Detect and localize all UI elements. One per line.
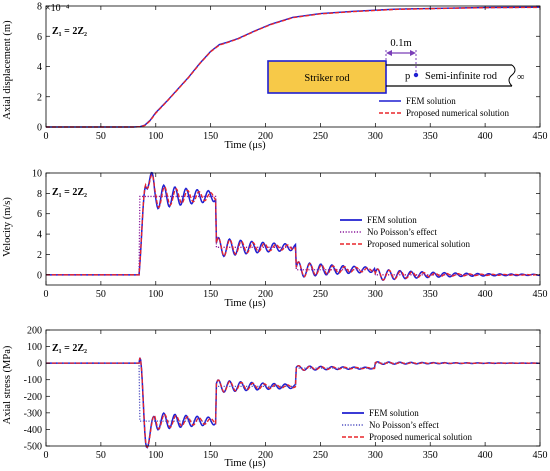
- y-tick-label: -100: [24, 375, 42, 386]
- legend-label-proposed: Proposed numerical solution: [406, 108, 509, 118]
- legend-label-proposed: Proposed numerical solution: [367, 239, 470, 249]
- distance-label: 0.1m: [390, 38, 411, 49]
- legend-label-fem: FEM solution: [367, 215, 417, 225]
- y-tick-label: 2: [37, 250, 42, 261]
- x-tick-label: 450: [533, 450, 548, 461]
- x-tick-label: 450: [533, 289, 548, 300]
- x-tick-label: 200: [258, 131, 273, 142]
- x-axis-title: Time (μs): [224, 298, 266, 309]
- plot-frame: [45, 172, 541, 286]
- x-tick-label: 250: [313, 289, 328, 300]
- legend-label-no-poisson: No Poisson’s effect: [369, 420, 439, 430]
- x-tick-label: 100: [148, 289, 163, 300]
- panel-label: Z₁ = 2Z₂: [52, 343, 87, 354]
- point-label: p: [405, 71, 410, 82]
- legend: FEM solution No Poisson’s effect Propose…: [342, 408, 472, 442]
- y-tick-label: 0: [37, 270, 42, 281]
- distance-arrowhead-left: [386, 50, 392, 56]
- y-tick-label: 4: [37, 62, 42, 73]
- x-tick-label: 200: [258, 450, 273, 461]
- x-tick-label: 50: [96, 131, 106, 142]
- x-tick-label: 150: [203, 131, 218, 142]
- legend: FEM solution Proposed numerical solution: [379, 96, 509, 118]
- y-tick-label: 8: [37, 2, 42, 13]
- y-axis-title: Axial stress (MPa): [2, 345, 13, 424]
- measurement-point: [413, 72, 419, 78]
- x-tick-label: 150: [203, 289, 218, 300]
- x-tick-label: 100: [148, 450, 163, 461]
- x-tick-label: 250: [313, 450, 328, 461]
- series-line-2: [46, 357, 541, 449]
- series-line-0: [46, 171, 541, 281]
- y-tick-label: 0: [37, 359, 42, 370]
- x-tick-label: 0: [44, 131, 49, 142]
- x-tick-label: 150: [203, 450, 218, 461]
- y-tick-label: 6: [37, 32, 42, 43]
- x-tick-label: 400: [478, 450, 493, 461]
- x-tick-label: 100: [148, 131, 163, 142]
- y-tick-label: 0: [37, 123, 42, 134]
- displacement-chart: 0 50 100 150 200 250 300 350 400 450 0 2 4 6 8 Z₁ = 2Z…: [2, 2, 548, 152]
- y-tick-label: -200: [24, 392, 42, 403]
- legend: FEM solution No Poisson’s effect Propose…: [340, 215, 470, 249]
- series-line-2: [46, 173, 541, 281]
- x-tick-label: 350: [423, 289, 438, 300]
- panel-label: Z₁ = 2Z₂: [52, 26, 87, 37]
- legend-label-no-poisson: No Poisson’s effect: [367, 227, 437, 237]
- rod-end-break: [508, 64, 516, 87]
- x-axis-title: Time (μs): [224, 140, 266, 151]
- legend-label-fem: FEM solution: [406, 96, 456, 106]
- x-tick-label: 450: [533, 131, 548, 142]
- y-tick-label: -300: [24, 408, 42, 419]
- y-tick-label: 100: [27, 342, 42, 353]
- infinity-symbol: ∞: [517, 72, 525, 83]
- velocity-chart: 0 50 100 150 200 250 300 350 400 450 0 2 4 6 8 10 Z₁ = …: [2, 169, 548, 310]
- x-tick-label: 300: [368, 289, 383, 300]
- x-tick-label: 0: [44, 450, 49, 461]
- x-tick-label: 50: [96, 289, 106, 300]
- x-axis-title: Time (μs): [224, 458, 266, 469]
- plot-frame: [45, 329, 541, 447]
- y-tick-label: 2: [37, 92, 42, 103]
- x-tick-label: 300: [368, 131, 383, 142]
- x-tick-label: 400: [478, 289, 493, 300]
- y-tick-label: 4: [37, 230, 42, 241]
- y-tick-label: 10: [32, 169, 42, 180]
- stress-chart: 0 50 100 150 200 250 300 350 400 450 -500 -400 -300 -…: [2, 326, 548, 470]
- y-tick-label: -500: [24, 442, 42, 453]
- striker-rod-label: Striker rod: [304, 73, 350, 84]
- y-axis-title: Axial displacement (m): [2, 20, 13, 120]
- x-tick-label: 400: [478, 131, 493, 142]
- x-tick-label: 250: [313, 131, 328, 142]
- panel-label: Z₁ = 2Z₂: [52, 187, 87, 198]
- rod-diagram: Striker rod ∞ p Semi-infinite rod 0.1m: [267, 38, 525, 94]
- series-line-1: [46, 195, 540, 276]
- y-multiplier: ×10⁻⁴: [45, 3, 70, 14]
- legend-label-proposed: Proposed numerical solution: [369, 432, 472, 442]
- x-tick-label: 0: [44, 289, 49, 300]
- x-tick-label: 350: [423, 450, 438, 461]
- striker-rod: [267, 60, 387, 94]
- y-axis-title: Velocity (m/s): [2, 197, 13, 257]
- semi-infinite-rod-label: Semi-infinite rod: [425, 71, 498, 82]
- y-tick-label: -400: [24, 425, 42, 436]
- legend-label-fem: FEM solution: [369, 408, 419, 418]
- series-line-1: [46, 6, 541, 128]
- series-line-1: [46, 362, 540, 422]
- y-tick-label: 8: [37, 189, 42, 200]
- x-tick-label: 350: [423, 131, 438, 142]
- x-tick-label: 50: [96, 450, 106, 461]
- x-tick-label: 300: [368, 450, 383, 461]
- distance-arrowhead-right: [410, 50, 416, 56]
- y-tick-label: 200: [27, 326, 42, 337]
- y-tick-label: 6: [37, 209, 42, 220]
- x-tick-label: 200: [258, 289, 273, 300]
